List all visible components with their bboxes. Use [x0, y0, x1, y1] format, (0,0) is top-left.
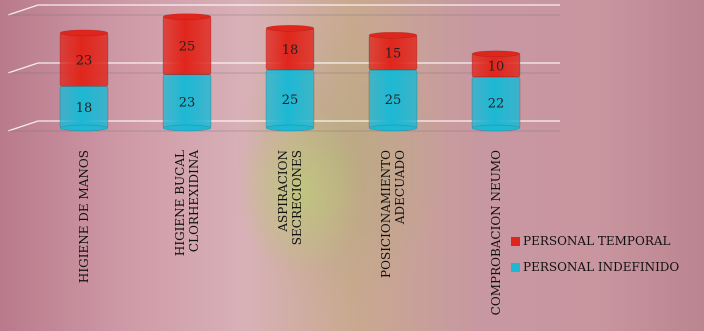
- bar-base: [368, 124, 418, 132]
- data-label: 25: [282, 93, 299, 108]
- category-label-line: CLORHEXIDINA: [187, 150, 201, 252]
- data-label: 10: [488, 59, 505, 74]
- gridline: [7, 4, 560, 16]
- legend-swatch-temporal: [511, 236, 520, 246]
- category-label-line: HIGIENE DE MANOS: [77, 150, 91, 283]
- data-label: 18: [76, 101, 93, 116]
- category-label-line: ASPIRACION: [276, 150, 290, 233]
- bar-base: [471, 124, 521, 132]
- bar-base: [265, 124, 315, 132]
- data-label: 25: [179, 40, 196, 55]
- legend-item-indefinido: PERSONAL INDEFINIDO: [511, 258, 679, 276]
- data-label: 22: [488, 96, 505, 111]
- bar-cap: [471, 50, 521, 58]
- category-label-line: ADECUADO: [393, 150, 407, 225]
- category-label: HIGIENE DE MANOS: [77, 150, 91, 283]
- bar-base: [59, 124, 109, 132]
- legend-label-temporal: PERSONAL TEMPORAL: [523, 234, 671, 248]
- data-label: 25: [385, 93, 402, 108]
- bar-cap: [162, 13, 212, 20]
- category-label: HIGIENE BUCAL CLORHEXIDINA: [173, 150, 201, 256]
- bar-cap: [265, 24, 315, 32]
- category-label: POSICIONAMIENTO ADECUADO: [379, 150, 407, 278]
- chart-legend: PERSONAL TEMPORAL PERSONAL INDEFINIDO: [511, 232, 679, 284]
- legend-label-indefinido: PERSONAL INDEFINIDO: [523, 260, 680, 274]
- category-label-line: COMPROBACION NEUMO: [489, 150, 503, 315]
- bar-cap: [59, 29, 109, 37]
- data-label: 23: [179, 95, 196, 110]
- data-label: 23: [76, 54, 93, 69]
- category-label-line: SECRECIONES: [290, 150, 304, 245]
- category-label-line: POSICIONAMIENTO: [379, 150, 393, 278]
- data-label: 15: [385, 47, 402, 62]
- legend-item-temporal: PERSONAL TEMPORAL: [511, 232, 679, 250]
- bar-base: [162, 124, 212, 132]
- legend-swatch-indefinido: [511, 262, 520, 272]
- data-label: 18: [282, 43, 299, 58]
- category-label: ASPIRACION SECRECIONES: [276, 150, 304, 245]
- category-label-line: HIGIENE BUCAL: [173, 150, 187, 256]
- bar-cap: [368, 31, 418, 39]
- category-label: COMPROBACION NEUMO: [489, 150, 503, 315]
